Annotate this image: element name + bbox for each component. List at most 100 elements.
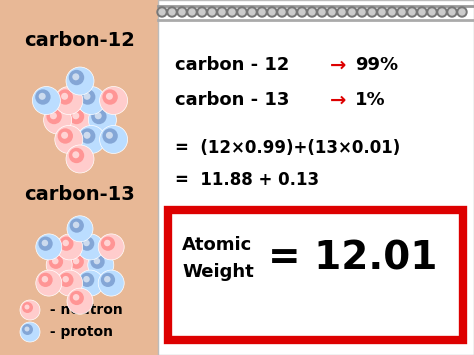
Circle shape [299, 9, 305, 15]
Circle shape [55, 87, 83, 115]
Circle shape [329, 9, 335, 15]
Circle shape [73, 151, 79, 158]
Circle shape [249, 9, 255, 15]
Circle shape [42, 240, 48, 246]
Circle shape [95, 112, 102, 119]
Circle shape [217, 7, 227, 17]
Text: →: → [330, 91, 346, 109]
Circle shape [83, 240, 90, 246]
Circle shape [69, 148, 84, 163]
Circle shape [69, 70, 84, 85]
Circle shape [70, 255, 84, 269]
Circle shape [70, 291, 84, 305]
Text: = 12.01: = 12.01 [268, 239, 438, 277]
Circle shape [56, 270, 82, 296]
Circle shape [102, 128, 118, 144]
Circle shape [106, 93, 113, 100]
Text: Atomic: Atomic [182, 236, 252, 254]
Circle shape [459, 9, 465, 15]
Circle shape [70, 218, 84, 233]
Circle shape [91, 255, 105, 269]
Circle shape [427, 7, 437, 17]
Circle shape [379, 9, 385, 15]
Circle shape [98, 234, 124, 260]
Circle shape [80, 128, 95, 144]
Circle shape [77, 270, 103, 296]
Circle shape [339, 9, 345, 15]
Circle shape [449, 9, 455, 15]
Circle shape [25, 305, 29, 310]
Circle shape [88, 252, 114, 278]
Circle shape [239, 9, 245, 15]
Circle shape [94, 258, 100, 264]
Circle shape [377, 7, 387, 17]
Circle shape [38, 236, 53, 251]
Text: =  11.88 + 0.13: = 11.88 + 0.13 [175, 171, 319, 189]
Circle shape [100, 125, 128, 153]
Bar [0, 0, 160, 355]
Bar [168, 210, 463, 340]
Circle shape [359, 9, 365, 15]
Text: 99%: 99% [355, 56, 398, 74]
Circle shape [209, 9, 215, 15]
Circle shape [67, 288, 93, 314]
Circle shape [407, 7, 417, 17]
Circle shape [73, 112, 79, 119]
Circle shape [69, 109, 84, 124]
Text: carbon-13: carbon-13 [25, 186, 136, 204]
Circle shape [289, 9, 295, 15]
Circle shape [36, 270, 62, 296]
Circle shape [317, 7, 327, 17]
Circle shape [387, 7, 397, 17]
Circle shape [73, 294, 79, 301]
Circle shape [98, 270, 124, 296]
Circle shape [61, 93, 68, 100]
Circle shape [237, 7, 247, 17]
Circle shape [229, 9, 235, 15]
Circle shape [219, 9, 225, 15]
Circle shape [56, 234, 82, 260]
Circle shape [46, 109, 62, 124]
Circle shape [199, 9, 205, 15]
Circle shape [277, 7, 287, 17]
Circle shape [58, 128, 73, 144]
Circle shape [367, 7, 377, 17]
Circle shape [307, 7, 317, 17]
Circle shape [44, 106, 72, 134]
Circle shape [309, 9, 315, 15]
Circle shape [327, 7, 337, 17]
Circle shape [67, 252, 93, 278]
Circle shape [419, 9, 425, 15]
Circle shape [83, 132, 91, 139]
Circle shape [197, 7, 207, 17]
Circle shape [100, 87, 128, 115]
Circle shape [67, 216, 93, 242]
Circle shape [187, 7, 197, 17]
Text: - proton: - proton [45, 325, 113, 339]
Circle shape [42, 276, 48, 283]
Circle shape [269, 9, 275, 15]
Circle shape [83, 276, 90, 283]
Text: 1%: 1% [355, 91, 386, 109]
Circle shape [39, 93, 46, 100]
Circle shape [106, 132, 113, 139]
Circle shape [77, 234, 103, 260]
Circle shape [167, 7, 177, 17]
Circle shape [22, 302, 33, 313]
Circle shape [61, 132, 68, 139]
Circle shape [417, 7, 427, 17]
Circle shape [101, 236, 115, 251]
Circle shape [20, 300, 40, 320]
Circle shape [35, 89, 51, 105]
Circle shape [80, 273, 94, 287]
Circle shape [59, 273, 73, 287]
Circle shape [437, 7, 447, 17]
Circle shape [409, 9, 415, 15]
Text: - neutron: - neutron [45, 303, 123, 317]
Circle shape [319, 9, 325, 15]
Circle shape [397, 7, 407, 17]
Circle shape [46, 252, 72, 278]
Circle shape [32, 87, 60, 115]
Circle shape [49, 255, 63, 269]
Circle shape [38, 273, 53, 287]
